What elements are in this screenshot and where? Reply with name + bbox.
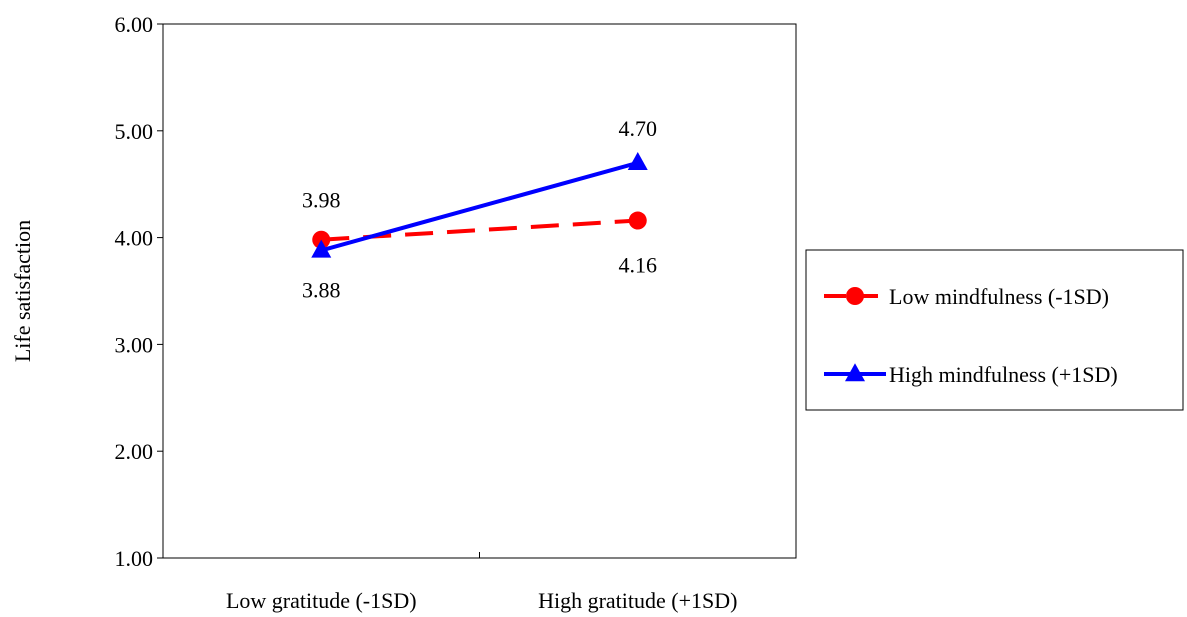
series-high-mindfulness	[311, 152, 648, 258]
y-tick-label: 6.00	[115, 12, 154, 37]
x-tick-label: Low gratitude (-1SD)	[226, 588, 417, 613]
y-tick-label: 5.00	[115, 119, 154, 144]
y-axis: 1.00 2.00 3.00 4.00 5.00 6.00	[115, 12, 163, 571]
legend-box	[805, 249, 1184, 411]
y-tick-label: 4.00	[115, 226, 154, 251]
y-tick-label: 1.00	[115, 546, 154, 571]
legend-item: High mindfulness (+1SD)	[824, 362, 1118, 387]
data-label: 3.88	[302, 277, 341, 302]
data-point	[311, 239, 332, 258]
data-point	[627, 152, 648, 171]
legend-label: High mindfulness (+1SD)	[889, 362, 1118, 387]
data-label: 3.98	[302, 188, 341, 213]
series-layer: 3.98 4.16 3.88 4.70	[302, 116, 657, 303]
legend-label: Low mindfulness (-1SD)	[889, 284, 1109, 309]
series-line	[320, 160, 639, 253]
plot-area	[162, 23, 797, 559]
y-axis-title: Life satisfaction	[10, 220, 35, 362]
legend-marker	[846, 287, 864, 305]
y-tick-label: 2.00	[115, 439, 154, 464]
x-tick-label: High gratitude (+1SD)	[538, 588, 737, 613]
legend-marker	[845, 363, 865, 382]
data-label: 4.16	[619, 253, 658, 278]
legend-item: Low mindfulness (-1SD)	[824, 284, 1109, 309]
data-label: 4.70	[619, 116, 658, 141]
x-axis: Low gratitude (-1SD) High gratitude (+1SD…	[162, 552, 797, 613]
y-tick-label: 3.00	[115, 332, 154, 357]
legend: Low mindfulness (-1SD) High mindfulness (…	[805, 249, 1184, 411]
data-point	[628, 211, 647, 230]
